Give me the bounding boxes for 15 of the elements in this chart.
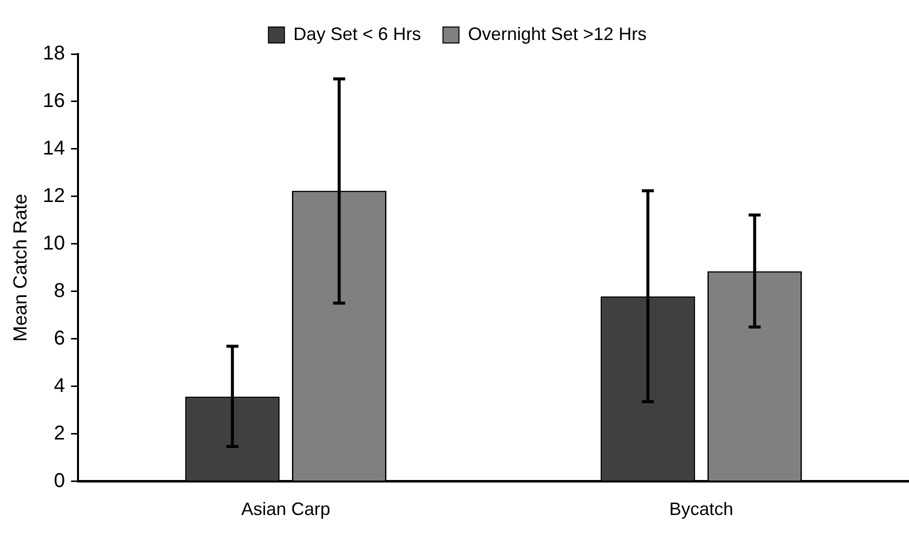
y-tick-label: 6	[54, 327, 66, 350]
y-tick-label: 18	[42, 42, 66, 65]
y-tick-label: 10	[42, 232, 66, 254]
y-tick-label: 16	[42, 90, 66, 112]
y-tick-label: 4	[54, 374, 66, 397]
legend-label: Overnight Set >12 Hrs	[468, 24, 647, 44]
x-tick-label: Bycatch	[669, 499, 734, 520]
legend-label: Day Set < 6 Hrs	[293, 24, 421, 44]
y-tick-label: 2	[54, 422, 66, 444]
y-axis-title: Mean Catch Rate	[10, 194, 32, 342]
y-tick-label: 14	[42, 137, 66, 160]
y-tick-label: 12	[42, 184, 66, 207]
y-tick-label: 0	[54, 470, 66, 492]
x-tick-label: Asian Carp	[241, 499, 330, 520]
y-tick-label: 8	[54, 280, 66, 302]
